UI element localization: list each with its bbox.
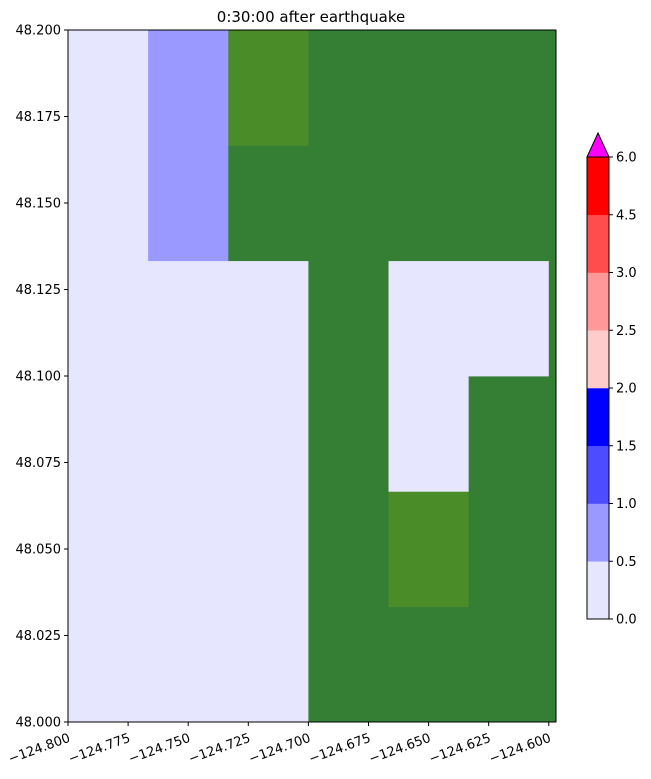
heatmap-cell-5 — [228, 30, 309, 146]
colorbar: 0.0 0.5 1.0 1.5 2.0 2.5 3.0 4.5 6.0 — [586, 131, 637, 628]
colorbar-segment-0 — [587, 561, 609, 620]
chart-title: 0:30:00 after earthquake — [217, 8, 405, 26]
colorbar-segment-3 — [587, 388, 609, 447]
colorbar-tick-label: 1.0 — [616, 497, 637, 512]
colorbar-tick-label: 0.0 — [616, 613, 637, 628]
heatmap-cell-14 — [548, 30, 557, 723]
y-tick-label: 48.050 — [16, 543, 62, 558]
heatmap-cell-3 — [228, 260, 309, 723]
colorbar-tick-label: 0.5 — [616, 555, 637, 570]
colorbar-segment-2 — [587, 445, 609, 504]
colorbar-tick-label: 1.5 — [616, 439, 637, 454]
colorbar-segment-7 — [587, 157, 609, 216]
colorbar-segment-4 — [587, 330, 609, 389]
heatmap-cell-4 — [228, 145, 309, 262]
heatmap-cell-13 — [468, 30, 550, 262]
heatmap-cell-1 — [148, 260, 229, 723]
colorbar-segment-6 — [587, 214, 609, 273]
heatmap-cell-7 — [388, 606, 470, 723]
colorbar-tick-label: 2.0 — [616, 382, 637, 397]
y-tick-label: 48.100 — [16, 370, 62, 385]
y-tick-label: 48.000 — [16, 716, 62, 731]
colorbar-tick-label: 2.5 — [616, 324, 637, 339]
heatmap-cell-10 — [388, 30, 470, 262]
y-tick-label: 48.075 — [16, 456, 62, 471]
y-tick-label: 48.150 — [16, 197, 62, 212]
heatmap-cell-9 — [388, 260, 470, 492]
heatmap-cell-2 — [148, 30, 229, 262]
plot-area — [68, 30, 557, 723]
heatmap-cell-12 — [468, 260, 550, 377]
colorbar-tick-label: 3.0 — [616, 266, 637, 281]
heatmap-cell-6 — [308, 30, 389, 723]
heatmap-cell-8 — [388, 491, 470, 608]
colorbar-segment-5 — [587, 272, 609, 331]
heatmap-cell-0 — [68, 30, 149, 723]
colorbar-tick-label: 4.5 — [616, 208, 637, 223]
y-tick-label: 48.125 — [16, 283, 62, 298]
y-tick-label: 48.200 — [16, 24, 62, 39]
y-axis: 48.000 48.025 48.050 48.075 48.100 48.125 48.1… — [16, 24, 68, 731]
y-tick-label: 48.025 — [16, 629, 62, 644]
y-tick-label: 48.175 — [16, 110, 62, 125]
heatmap-cell-11 — [468, 376, 550, 723]
colorbar-segment-1 — [587, 503, 609, 562]
colorbar-tick-label: 6.0 — [616, 151, 637, 166]
